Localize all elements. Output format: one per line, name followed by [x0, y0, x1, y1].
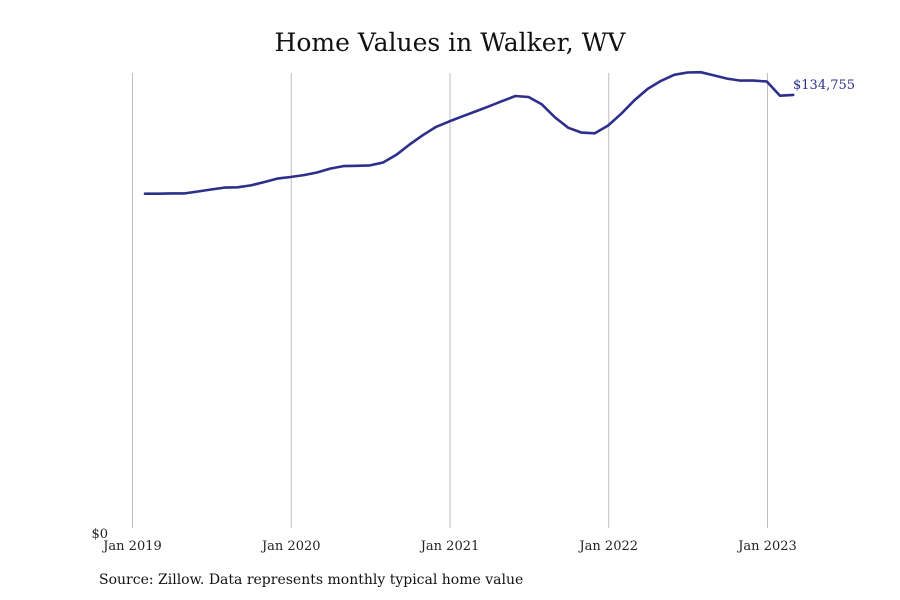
x-axis-ticks: Jan 2019 Jan 2020 Jan 2021 Jan 2022 Jan 2023 — [101, 539, 797, 554]
gridlines — [132, 73, 768, 528]
x-tick-label: Jan 2023 — [736, 539, 797, 554]
source-note: Source: Zillow. Data represents monthly … — [99, 572, 524, 588]
chart-title: Home Values in Walker, WV — [274, 28, 626, 57]
x-tick-label: Jan 2021 — [419, 539, 480, 554]
x-tick-label: Jan 2019 — [101, 539, 162, 554]
x-tick-label: Jan 2020 — [260, 539, 321, 554]
home-value-line — [143, 70, 795, 195]
y-axis-ticks: $0 — [91, 527, 108, 542]
x-tick-label: Jan 2022 — [577, 539, 638, 554]
last-value-label: $134,755 — [793, 78, 855, 93]
y-tick-label: $0 — [91, 527, 108, 542]
